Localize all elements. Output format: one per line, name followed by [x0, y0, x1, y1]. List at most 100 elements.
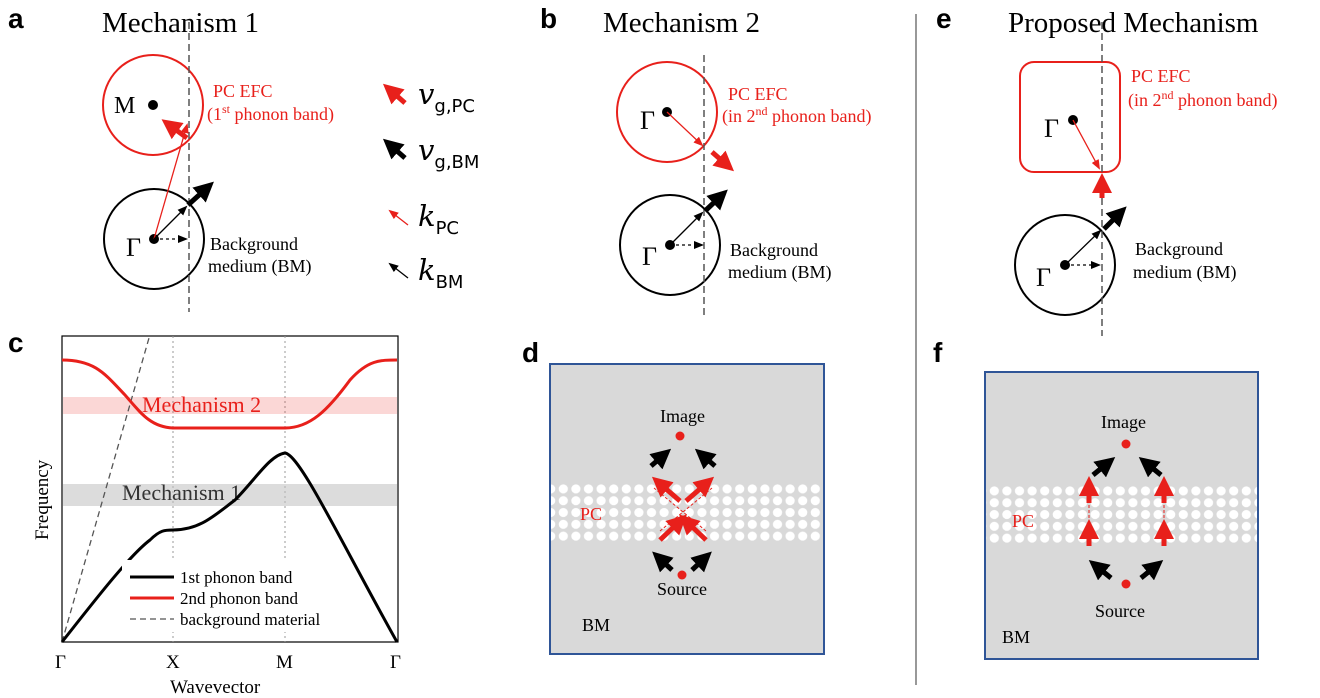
source-label: Source [657, 579, 707, 599]
legend-k-bm-label: kBM [418, 253, 463, 293]
pc-efc-sublabel: (in 2nd phonon band) [722, 104, 871, 127]
refracted-arrow [684, 476, 715, 503]
bm-label-line1: Background [1135, 239, 1223, 259]
legend-entry-first: 1st phonon band [180, 568, 293, 587]
bm-efc-circle [619, 194, 721, 296]
source-point [677, 570, 687, 580]
m-point-dot [148, 100, 158, 110]
panel-e: e Proposed Mechanism Γ Γ PC EFC (in 2nd … [936, 3, 1277, 336]
refracted-arrow [658, 514, 687, 542]
legend-entry-second: 2nd phonon band [180, 589, 299, 608]
m-point-label: M [114, 93, 135, 119]
incident-arrow [652, 551, 674, 573]
bm-label-line2: medium (BM) [1133, 262, 1237, 283]
legend-k-bm-arrow [388, 262, 409, 279]
k-bm-vector [153, 205, 188, 240]
image-label: Image [660, 406, 705, 426]
legend-vg-pc-label: vg,PC [418, 77, 475, 117]
second-phonon-band [61, 358, 398, 430]
pc-efc-circle [616, 61, 718, 163]
panel-a: a Mechanism 1 M Γ PC EFC (1st phonon ban… [8, 3, 334, 312]
refracted-arrow [679, 514, 708, 542]
incident-arrow [690, 551, 712, 573]
vg-bm-arrow [186, 181, 214, 207]
image-point [675, 431, 685, 441]
panel-f: f Image Source PC BM [933, 337, 1259, 660]
gamma-point-label: Γ [1036, 263, 1051, 292]
panel-label-a: a [8, 3, 24, 34]
incident-arrow [1088, 559, 1113, 581]
transmitted-arrow [1091, 456, 1116, 478]
pc-efc-label: PC EFC [213, 81, 273, 101]
pc-efc-label: PC EFC [728, 84, 788, 104]
panel-e-title: Proposed Mechanism [1008, 7, 1259, 39]
vg-pc-arrow [710, 150, 735, 172]
k-bm-vector [1064, 229, 1102, 266]
pc-label: PC [580, 504, 602, 524]
x-tick-x: X [166, 652, 180, 673]
vector-legend: vg,PC vg,BM kPC kBM [382, 77, 479, 293]
panel-label-f: f [933, 337, 943, 368]
y-axis-label: Frequency [32, 459, 53, 540]
bm-efc-circle [1014, 214, 1116, 316]
mechanism-1-label: Mechanism 1 [122, 480, 241, 505]
legend-k-pc-label: kPC [418, 199, 459, 239]
gamma-point-label: Γ [642, 242, 657, 271]
panel-d: d Image Source PC BM [522, 337, 825, 655]
bm-label-line2: medium (BM) [728, 262, 832, 283]
pc-efc-sublabel: (in 2nd phonon band) [1128, 88, 1277, 111]
first-phonon-band [60, 451, 399, 643]
image-point [1121, 439, 1131, 449]
bm-label: BM [582, 615, 610, 635]
x-axis-label: Wavevector [170, 677, 261, 698]
mechanism-2-band [63, 397, 397, 414]
k-bm-vector [669, 211, 704, 246]
vg-bm-arrow [1102, 206, 1127, 231]
legend-vg-pc-arrow [382, 83, 407, 105]
vg-bm-arrow [703, 189, 728, 213]
legend-box [122, 560, 350, 632]
pc-efc-circle [102, 54, 204, 156]
panel-b: b Mechanism 2 Γ Γ PC EFC (in 2nd phonon … [540, 3, 871, 318]
panel-a-title: Mechanism 1 [102, 7, 259, 39]
panel-label-c: c [8, 327, 24, 358]
x-tick-gamma-start: Γ [55, 652, 66, 673]
incident-arrow [1139, 559, 1164, 581]
legend-vg-bm-label: vg,BM [418, 133, 479, 173]
bm-label-line1: Background [210, 234, 298, 254]
gamma-point-label: Γ [1044, 114, 1059, 143]
transmitted-arrow [1138, 456, 1163, 478]
gamma-point-label: Γ [126, 233, 141, 262]
legend-vg-bm-arrow [382, 138, 407, 160]
k-pc-vector [1072, 119, 1100, 170]
k-pc-vector [153, 123, 189, 240]
legend-k-pc-arrow [388, 209, 409, 226]
image-label: Image [1101, 412, 1146, 432]
transmitted-arrow [649, 448, 672, 470]
x-tick-m: M [276, 652, 293, 673]
source-point [1121, 579, 1131, 589]
gamma-point-label: Γ [640, 106, 655, 135]
bm-label: BM [1002, 627, 1030, 647]
bm-label-line1: Background [730, 240, 818, 260]
background-material-line [61, 337, 150, 643]
vg-pc-arrow [161, 119, 189, 141]
transmitted-arrow [694, 448, 717, 470]
pc-efc-sublabel: (1st phonon band) [207, 102, 334, 125]
pc-label: PC [1012, 511, 1034, 531]
pc-efc-label: PC EFC [1131, 66, 1191, 86]
panel-label-d: d [522, 337, 539, 368]
source-label: Source [1095, 601, 1145, 621]
panel-label-b: b [540, 3, 557, 34]
bm-efc-circle [103, 188, 205, 290]
legend-entry-background: background material [180, 610, 320, 629]
panel-b-title: Mechanism 2 [603, 7, 760, 39]
k-pc-vector [666, 111, 704, 147]
panel-c: c Mechanism 2 Mechanism 1 1st phonon ban… [8, 327, 401, 698]
mechanism-2-label: Mechanism 2 [142, 392, 261, 417]
pc-efc-square [1019, 61, 1121, 173]
panel-label-e: e [936, 3, 952, 34]
x-tick-gamma-end: Γ [390, 652, 401, 673]
phononic-crystal-slab [986, 485, 1257, 544]
